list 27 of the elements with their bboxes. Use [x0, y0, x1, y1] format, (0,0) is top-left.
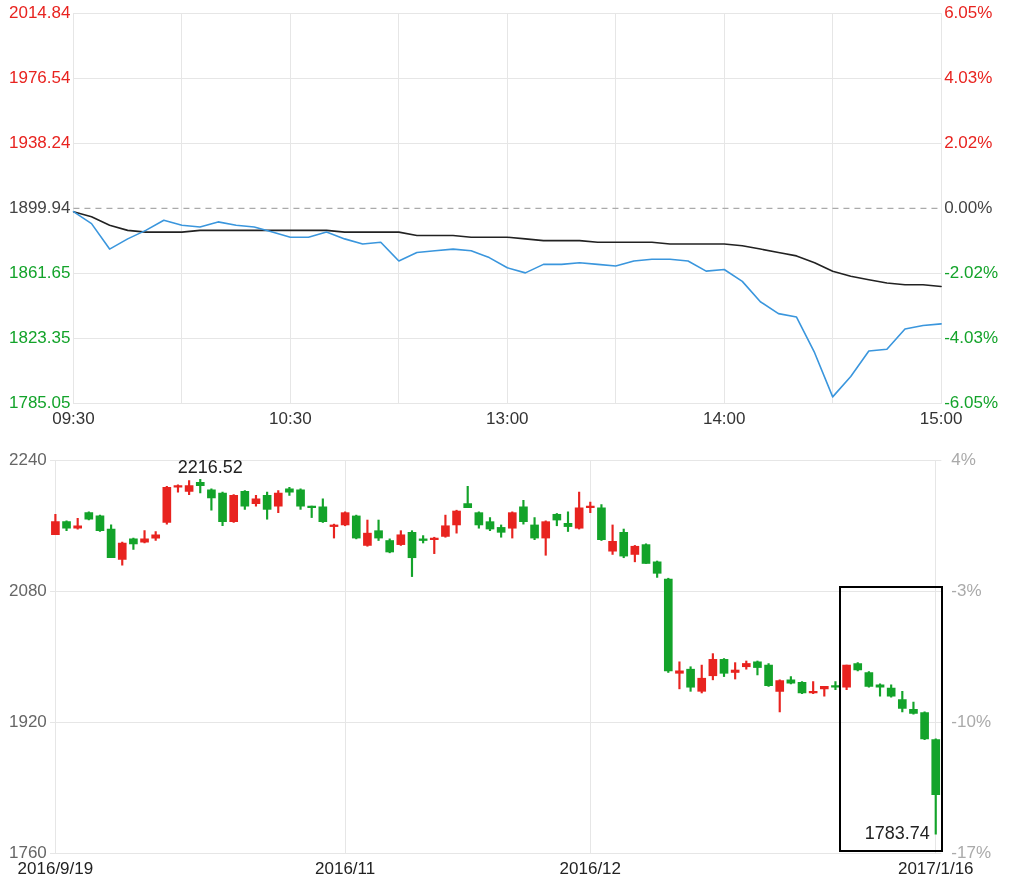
y2-tick-label: -2.02%	[944, 263, 999, 283]
y2-tick-label: -3%	[951, 581, 982, 601]
y-tick-label: 2080	[8, 581, 47, 601]
y2-tick-label: -10%	[951, 712, 991, 732]
y2-tick-label: 4%	[951, 449, 976, 469]
candlestick	[831, 681, 840, 691]
x-tick-label: 10:30	[269, 409, 312, 429]
x-tick-label: 14:00	[702, 409, 746, 429]
candlestick	[675, 661, 684, 690]
annotation: 1783.74	[864, 823, 930, 844]
y2-tick-label: 2.02%	[944, 132, 993, 152]
x-tick-label: 13:00	[486, 409, 529, 429]
y-tick-label: 2240	[8, 449, 47, 469]
y2-tick-label: 4.03%	[944, 68, 993, 88]
y-tick-label: 1899.94	[9, 198, 71, 218]
x-tick-label: 2016/12	[559, 859, 622, 879]
y-tick-label: 1861.65	[9, 263, 71, 283]
y-tick-label: 1938.24	[9, 133, 71, 153]
y-tick-label: 2014.84	[9, 2, 71, 22]
y2-tick-label: 6.05%	[944, 2, 993, 22]
y-tick-label: 1976.54	[9, 67, 71, 87]
y2-tick-label: -4.03%	[944, 328, 999, 348]
annotation: 2216.52	[177, 457, 243, 478]
y-tick-label: 1823.35	[9, 328, 71, 348]
y-tick-label: 1920	[8, 712, 47, 732]
x-tick-label: 2016/11	[315, 859, 376, 879]
y2-tick-label: 0.00%	[944, 198, 993, 218]
